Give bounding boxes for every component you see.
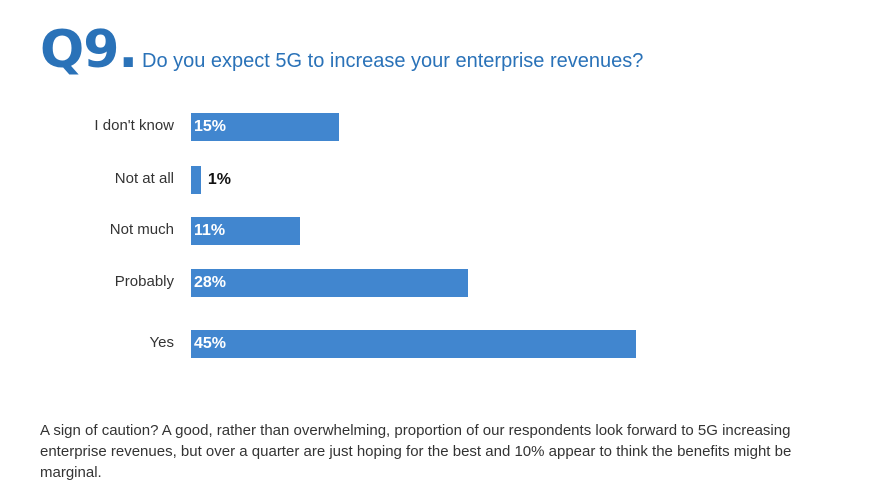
- bar-value-label: 28%: [194, 274, 227, 291]
- bar-value-label: 45%: [194, 335, 227, 352]
- question-number: Q9.: [40, 20, 138, 80]
- bar-value-label: 1%: [207, 171, 231, 188]
- category-label: Probably: [114, 273, 174, 290]
- category-label: Not at all: [114, 170, 174, 187]
- bar: [191, 166, 201, 194]
- question-text: Do you expect 5G to increase your enterp…: [142, 50, 644, 72]
- bar-value-label: 11%: [194, 222, 226, 239]
- bar: [191, 113, 340, 141]
- bar-value-label: 15%: [194, 118, 227, 135]
- category-label: I don't know: [94, 117, 174, 134]
- bar-chart: I don't know 15% Not at all 1% Not much 11% Pr…: [0, 100, 896, 370]
- category-label: Yes: [149, 334, 174, 351]
- bar: [191, 269, 468, 297]
- commentary-text: A sign of caution? A good, rather than o…: [40, 422, 792, 481]
- bar: [191, 330, 636, 358]
- bar: [191, 217, 300, 245]
- category-label: Not much: [109, 221, 174, 238]
